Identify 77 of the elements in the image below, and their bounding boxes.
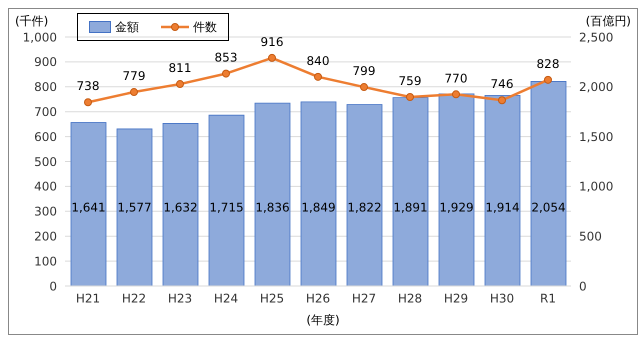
y-tick-label: 900 — [34, 55, 57, 70]
bar — [208, 114, 244, 286]
x-tick-label: H26 — [306, 292, 330, 306]
x-tick-label: R1 — [540, 292, 556, 306]
data-label: 738 — [76, 79, 100, 94]
bar — [438, 93, 474, 286]
point — [268, 54, 276, 62]
point — [222, 70, 230, 78]
y-tick-label: 600 — [34, 130, 57, 144]
data-label: 916 — [260, 34, 284, 49]
y-tick-label: 0 — [49, 279, 57, 294]
y2-axis-title: (百億円) — [586, 13, 631, 30]
data-label: 799 — [352, 64, 376, 78]
x-tick-label: H23 — [168, 292, 192, 306]
x-axis-title: (年度) — [305, 312, 341, 329]
y2-tick-label: 1,500 — [579, 130, 614, 144]
point — [84, 98, 92, 106]
point — [314, 72, 322, 81]
y-tick-label: 500 — [34, 154, 57, 169]
data-label: 811 — [168, 61, 192, 76]
point — [130, 88, 138, 96]
data-label: 1,929 — [439, 200, 474, 215]
x-tick-label: H30 — [490, 292, 514, 306]
bar — [116, 128, 152, 286]
point — [498, 96, 506, 104]
data-label: 828 — [536, 56, 560, 71]
y-tick-label: 1,000 — [22, 30, 57, 44]
y2-tick-label: 0 — [579, 279, 587, 294]
point — [544, 76, 552, 84]
y-tick-label: 400 — [34, 180, 57, 194]
point — [406, 93, 414, 102]
data-label: 853 — [214, 50, 238, 65]
data-label: 840 — [306, 54, 330, 68]
data-label: 2,054 — [531, 200, 566, 215]
x-tick-label: H28 — [398, 292, 422, 306]
data-label: 1,891 — [393, 200, 428, 215]
data-label: 746 — [490, 77, 514, 92]
y2-tick-label: 1,000 — [579, 180, 614, 194]
y-tick-label: 300 — [34, 204, 57, 219]
data-label: 1,641 — [71, 200, 106, 215]
x-tick-label: H25 — [260, 292, 284, 306]
x-tick-label: H21 — [76, 292, 100, 306]
legend-label: 件数 — [192, 18, 217, 36]
bar — [70, 122, 106, 286]
data-label: 1,715 — [209, 200, 244, 215]
x-tick-label: H29 — [444, 292, 468, 306]
data-label: 770 — [444, 71, 468, 86]
data-label: 1,577 — [117, 200, 152, 215]
y-tick-label: 200 — [34, 229, 57, 244]
data-label: 1,836 — [255, 200, 290, 215]
point — [176, 80, 184, 88]
y2-tick-label: 500 — [579, 229, 602, 244]
y2-tick-label: 2,000 — [579, 80, 614, 94]
bar — [484, 94, 520, 286]
point — [360, 83, 368, 92]
data-label: 1,914 — [485, 200, 520, 215]
bar — [346, 104, 382, 286]
data-label: 759 — [398, 74, 422, 88]
bar — [300, 101, 336, 286]
legend-label: 金額 — [114, 18, 139, 36]
bar — [530, 81, 566, 286]
x-tick-label: H27 — [352, 292, 376, 306]
data-label: 1,822 — [347, 200, 382, 215]
data-label: 1,849 — [301, 200, 336, 215]
bar — [162, 123, 198, 286]
data-label: 779 — [122, 69, 146, 84]
y2-tick-label: 2,500 — [579, 30, 614, 44]
x-tick-label: H24 — [214, 292, 238, 306]
x-tick-label: H22 — [122, 292, 146, 306]
y-tick-label: 100 — [34, 254, 57, 268]
bar — [254, 102, 290, 286]
data-label: 1,632 — [163, 200, 198, 215]
y-tick-label: 800 — [34, 80, 57, 94]
bar — [392, 97, 428, 286]
y-axis-title: (千件) — [15, 13, 48, 30]
y-tick-label: 700 — [34, 104, 57, 119]
point — [452, 90, 460, 98]
